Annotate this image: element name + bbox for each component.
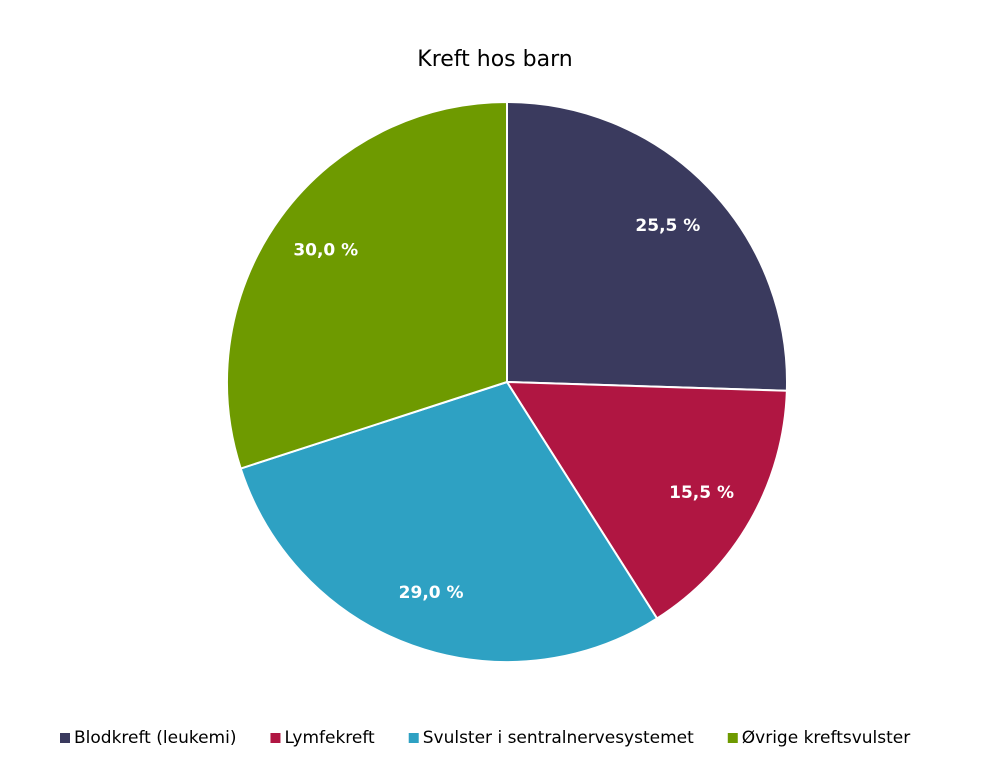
legend-swatch xyxy=(727,733,738,743)
value-label: 25,5 % xyxy=(635,216,700,236)
pie-slice xyxy=(506,100,788,392)
value-label: 29,0 % xyxy=(399,583,464,603)
chart-title: Kreft hos barn xyxy=(417,47,572,72)
pie-slice xyxy=(505,380,788,620)
pie: 25,5 % 15,5 % 29,0 % 30,0 % xyxy=(226,100,788,663)
legend-swatch xyxy=(408,733,419,743)
legend-swatch xyxy=(60,733,70,743)
pie-slice xyxy=(239,380,659,663)
legend-label: Svulster i sentralnervesystemet xyxy=(423,728,694,748)
value-label: 30,0 % xyxy=(293,240,358,260)
value-label: 15,5 % xyxy=(669,483,734,503)
legend-swatch xyxy=(270,733,281,743)
legend: Blodkreft (leukemi) Lymfekreft Svulster i … xyxy=(60,728,910,748)
legend-label: Lymfekreft xyxy=(284,728,375,748)
legend-label: Blodkreft (leukemi) xyxy=(74,728,236,748)
legend-label: Øvrige kreftsvulster xyxy=(742,728,910,748)
pie-slice xyxy=(226,100,508,470)
